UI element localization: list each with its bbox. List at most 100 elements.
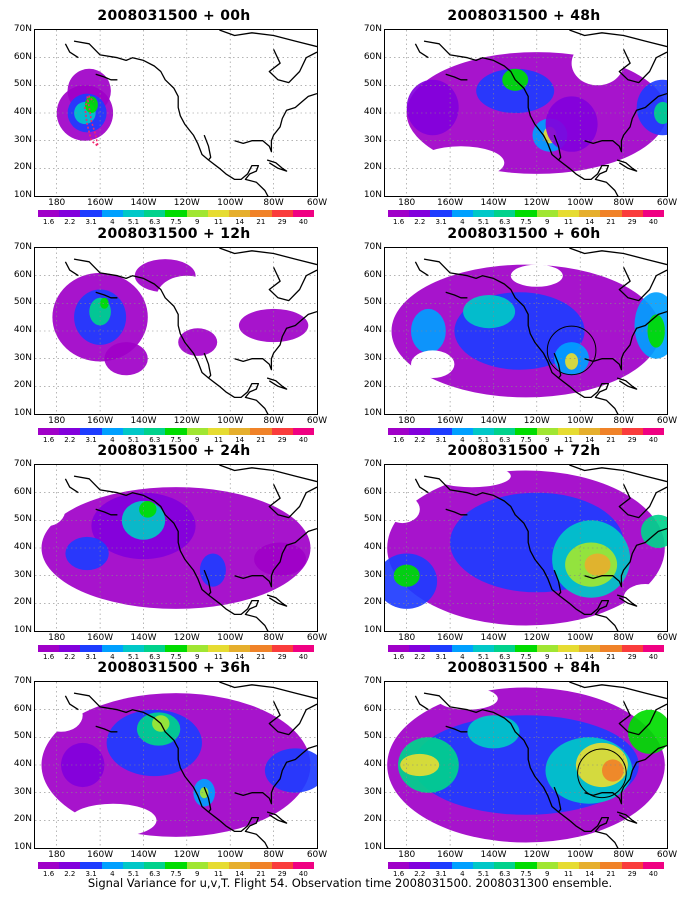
colorbar-swatch [165,645,187,652]
lon-label: 180 [48,850,66,860]
colorbar-swatch [271,862,293,869]
lon-label: 100W [567,633,594,643]
colorbar-swatch [207,428,230,435]
coastline [64,465,317,631]
colorbar-swatch [430,210,452,217]
colorbar-swatch [536,210,558,217]
colorbar-swatch [430,862,452,869]
colorbar-swatch [515,428,537,435]
colorbar-labels: 1.6 2.2 3.1 4 5.1 6.3 7.5 9 11 14 21 29 40 [388,870,664,880]
colorbar-swatch [38,645,60,652]
lat-label: 50N [13,514,32,525]
colorbar [388,862,665,869]
lon-label: 180 [398,850,416,860]
colorbar-swatch [165,428,187,435]
colorbar-level: 21 [606,436,616,444]
colorbar-level: 14 [235,436,245,444]
colorbar-level: 9 [194,436,200,444]
colorbar-level: 7.5 [520,218,532,226]
lon-label: 160W [87,633,114,643]
lon-label: 140W [480,850,507,860]
colorbar-level: 7.5 [170,870,182,878]
colorbar-swatch [557,428,580,435]
colorbar-level: 1.6 [43,218,55,226]
colorbar-swatch [536,862,558,869]
lon-label: 120W [173,198,200,208]
colorbar-level: 14 [585,218,595,226]
colorbar-swatch [122,862,145,869]
colorbar-level: 21 [606,218,616,226]
lat-label: 40N [363,542,382,552]
lat-label: 70N [13,676,32,686]
colorbar-swatch [207,862,230,869]
colorbar-swatch [494,428,516,435]
lon-label: 160W [87,198,114,208]
lon-label: 140W [130,850,157,860]
lon-label: 100W [217,633,244,643]
lat-label: 60N [363,703,382,714]
lat-label: 60N [363,486,382,497]
colorbar [388,645,665,652]
colorbar-level: 4 [110,870,115,878]
colorbar-level: 9 [544,870,550,878]
colorbar-swatch [271,210,293,217]
lon-label: 80W [263,850,284,860]
lon-label: 80W [263,416,284,426]
map-frame [384,29,668,197]
colorbar [38,645,315,652]
colorbar-level: 4 [110,218,115,226]
colorbar-swatch [229,428,251,435]
colorbar-swatch [38,210,60,217]
lon-label: 60W [306,198,328,208]
colorbar-level: 11 [214,218,223,226]
colorbar-swatch [165,862,187,869]
lon-label: 160W [87,416,114,426]
lon-label: 120W [173,416,200,426]
colorbar-level: 21 [256,870,266,878]
colorbar-level: 1.6 [393,218,405,226]
colorbar-swatch [292,645,315,652]
lon-label: 120W [523,198,550,208]
colorbar-swatch [409,862,431,869]
lon-label: 100W [217,416,244,426]
map-panel: 2008031500 + 24h 70N 60N 50N 40N 30N 20N 10N 180… [0,443,340,661]
coastline [64,248,317,414]
variance-field [35,259,317,403]
lat-label: 20N [363,597,382,608]
colorbar-swatch [144,645,166,652]
colorbar-level: 11 [564,436,573,444]
lon-label: 120W [523,633,550,643]
colorbar-level: 3.1 [85,436,97,444]
lat-label: 20N [13,814,32,825]
colorbar-level: 2.2 [414,218,426,226]
colorbar-level: 11 [214,870,223,878]
lat-label: 40N [363,107,382,117]
colorbar-level: 29 [627,218,637,226]
colorbar-swatch [250,645,272,652]
colorbar-level: 9 [544,218,550,226]
colorbar-swatch [621,645,643,652]
colorbar-swatch [165,210,187,217]
colorbar-level: 14 [235,218,245,226]
colorbar-level: 29 [627,870,637,878]
colorbar-level: 3.1 [435,653,447,661]
colorbar-swatch [451,428,473,435]
colorbar-level: 3.1 [435,870,447,878]
colorbar-level: 5.1 [127,870,140,878]
colorbar-level: 21 [256,436,266,444]
colorbar [388,210,665,217]
colorbar-swatch [101,862,123,869]
colorbar-swatch [388,645,410,652]
map-frame [34,29,318,197]
colorbar-level: 1.6 [43,653,55,661]
colorbar-swatch [642,862,665,869]
colorbar-level: 5.1 [477,436,490,444]
colorbar-labels: 1.6 2.2 3.1 4 5.1 6.3 7.5 9 11 14 21 29 40 [388,436,664,446]
colorbar-level: 6.3 [149,653,161,661]
lat-label: 70N [13,24,32,34]
colorbar-level: 5.1 [127,653,140,661]
colorbar-swatch [451,645,473,652]
map-frame [34,464,318,632]
colorbar-level: 1.6 [393,436,405,444]
map-panel: 2008031500 + 36h 70N 60N 50N 40N 30N 20N 10N 180… [0,660,340,878]
